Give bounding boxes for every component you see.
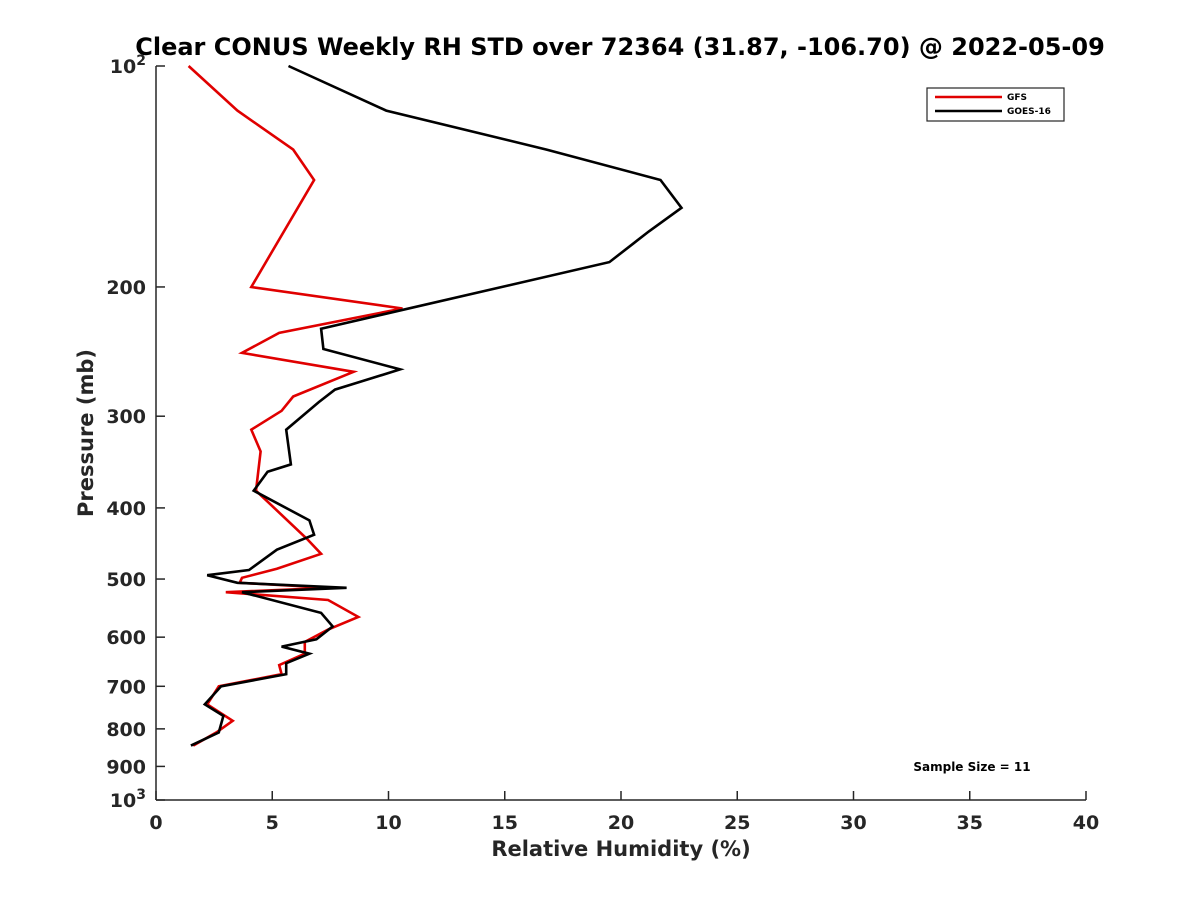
x-tick-label: 10 xyxy=(375,812,401,834)
chart-title: Clear CONUS Weekly RH STD over 72364 (31… xyxy=(135,33,1105,61)
x-axis-label: Relative Humidity (%) xyxy=(491,837,750,861)
y-tick-label: 700 xyxy=(106,676,146,698)
plot-area xyxy=(156,66,1086,800)
x-tick-label: 25 xyxy=(724,812,750,834)
y-tick-label: 800 xyxy=(106,719,146,741)
x-tick-label: 40 xyxy=(1073,812,1099,834)
y-tick-label: 103 xyxy=(110,787,146,812)
legend-box xyxy=(926,87,1065,122)
x-tick-label: 20 xyxy=(608,812,634,834)
x-tick-label: 0 xyxy=(149,812,162,834)
y-tick-label: 102 xyxy=(110,53,146,78)
legend: GFS GOES-16 xyxy=(926,87,1065,122)
series-line-gfs xyxy=(187,65,403,747)
legend-label-gfs: GFS xyxy=(1007,93,1027,103)
y-axis-label: Pressure (mb) xyxy=(74,349,98,517)
y-ticks: 102 200 300 400 500 600 700 800 900 103 xyxy=(106,53,165,812)
y-tick-label: 500 xyxy=(106,569,146,591)
x-tick-label: 35 xyxy=(957,812,983,834)
series-layer xyxy=(187,64,684,747)
y-tick-label: 600 xyxy=(106,627,146,649)
x-tick-label: 30 xyxy=(840,812,866,834)
y-tick-label: 900 xyxy=(106,756,146,778)
x-ticks: 0 5 10 15 20 25 30 35 40 xyxy=(149,791,1099,834)
x-tick-label: 15 xyxy=(492,812,518,834)
y-tick-label: 400 xyxy=(106,498,146,520)
sample-size-annotation: Sample Size = 11 xyxy=(913,760,1030,774)
y-tick-label: 200 xyxy=(106,277,146,299)
legend-label-goes16: GOES-16 xyxy=(1007,107,1051,117)
y-tick-label: 300 xyxy=(106,406,146,428)
x-tick-label: 5 xyxy=(266,812,279,834)
series-line-goes16 xyxy=(190,64,684,747)
